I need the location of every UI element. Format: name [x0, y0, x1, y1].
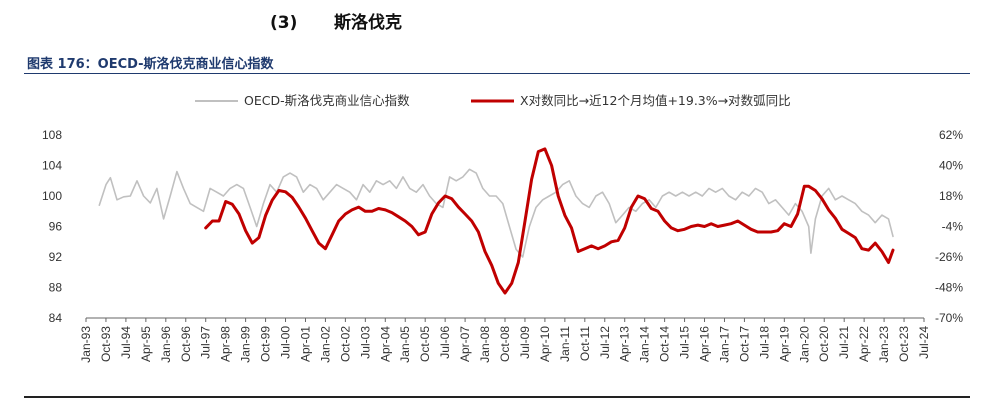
x-tick-label: Apr-10 — [538, 326, 552, 362]
legend-label-x: X对数同比→近12个月均值+19.3%→对数弧同比 — [520, 93, 791, 108]
x-tick-label: Apr-13 — [618, 326, 632, 362]
x-tick-label: Jul-94 — [119, 326, 133, 359]
x-tick-label: Jan-14 — [638, 326, 652, 363]
x-tick-label: Jan-05 — [398, 326, 412, 363]
x-tick-label: Jul-18 — [757, 326, 771, 359]
x-tick-label: Jan-17 — [717, 326, 731, 363]
y-right-tick-label: 62% — [939, 128, 963, 142]
x-tick-label: Jul-21 — [837, 326, 851, 359]
y-right-tick-label: -70% — [935, 311, 963, 325]
x-tick-label: Jan-08 — [478, 326, 492, 363]
bottom-rule — [24, 396, 970, 398]
x-tick-label: Apr-95 — [139, 326, 153, 362]
x-tick-label: Oct-99 — [259, 326, 273, 362]
x-tick-label: Oct-05 — [418, 326, 432, 362]
x-tick-label: Apr-01 — [298, 326, 312, 362]
x-tick-label: Oct-93 — [99, 326, 113, 362]
x-tick-label: Apr-16 — [698, 326, 712, 362]
left-axis: 84 88 92 96 100 104 108 — [42, 128, 62, 325]
x-tick-label: Jul-09 — [518, 326, 532, 359]
x-tick-label: Oct-20 — [817, 326, 831, 362]
x-tick-label: Apr-07 — [458, 326, 472, 362]
y-right-tick-label: -48% — [935, 281, 963, 295]
right-axis: -70% -48% -26% -4% 18% 40% 62% — [935, 128, 963, 325]
section-number: (3) — [270, 13, 298, 33]
x-tick-label: Oct-14 — [658, 326, 672, 362]
x-tick-label: Oct-96 — [179, 326, 193, 362]
x-tick-label: Jan-93 — [79, 326, 93, 363]
y-right-tick-label: -4% — [942, 220, 964, 234]
x-tick-label: Oct-17 — [737, 326, 751, 362]
y-right-tick-label: 18% — [939, 189, 963, 203]
x-tick-label: Apr-04 — [378, 326, 392, 362]
legend-label-oecd: OECD-斯洛伐克商业信心指数 — [244, 93, 410, 108]
x-tick-label: Jul-12 — [598, 326, 612, 359]
x-tick-label: Jan-11 — [558, 326, 572, 362]
x-tick-label: Oct-02 — [338, 326, 352, 362]
x-tick-label: Jul-06 — [438, 326, 452, 359]
x-tick-label: Apr-98 — [219, 326, 233, 362]
x-tick-label: Oct-08 — [498, 326, 512, 362]
x-axis: Jan-93 Oct-93 Jul-94 Apr-95 Jan-96 Oct-96 Jul-… — [79, 318, 931, 363]
y-left-tick-label: 104 — [42, 159, 62, 173]
y-left-tick-label: 100 — [42, 189, 62, 203]
x-tick-label: Jul-24 — [917, 326, 931, 359]
x-tick-label: Jan-96 — [159, 326, 173, 363]
x-tick-label: Jan-02 — [318, 326, 332, 363]
y-left-tick-label: 108 — [42, 128, 62, 142]
y-left-tick-label: 88 — [49, 281, 63, 295]
y-right-tick-label: -26% — [935, 250, 963, 264]
section-title: (3) 斯洛伐克 — [270, 8, 402, 33]
y-right-tick-label: 40% — [939, 159, 963, 173]
series-line-x-yoy — [204, 147, 895, 295]
x-tick-label: Jan-99 — [239, 326, 253, 363]
title-rule — [24, 73, 970, 74]
x-tick-label: Jan-23 — [877, 326, 891, 363]
figure-title: 图表 176：OECD-斯洛伐克商业信心指数 — [27, 57, 274, 72]
y-left-tick-label: 84 — [49, 311, 63, 325]
x-tick-label: Oct-11 — [578, 326, 592, 361]
x-tick-label: Oct-23 — [897, 326, 911, 362]
legend: OECD-斯洛伐克商业信心指数 X对数同比→近12个月均值+19.3%→对数弧同… — [195, 93, 791, 108]
x-tick-label: Apr-22 — [857, 326, 871, 362]
y-left-tick-label: 96 — [49, 220, 63, 234]
x-tick-label: Jul-97 — [199, 326, 213, 359]
x-tick-label: Jul-15 — [678, 326, 692, 359]
section-name: 斯洛伐克 — [334, 13, 402, 33]
series-line-oecd — [98, 168, 894, 258]
y-left-tick-label: 92 — [49, 250, 63, 264]
x-tick-label: Apr-19 — [777, 326, 791, 362]
x-tick-label: Jul-00 — [279, 326, 293, 359]
x-tick-label: Jan-20 — [797, 326, 811, 363]
x-tick-label: Jul-03 — [358, 326, 372, 359]
plot-area — [98, 147, 895, 295]
